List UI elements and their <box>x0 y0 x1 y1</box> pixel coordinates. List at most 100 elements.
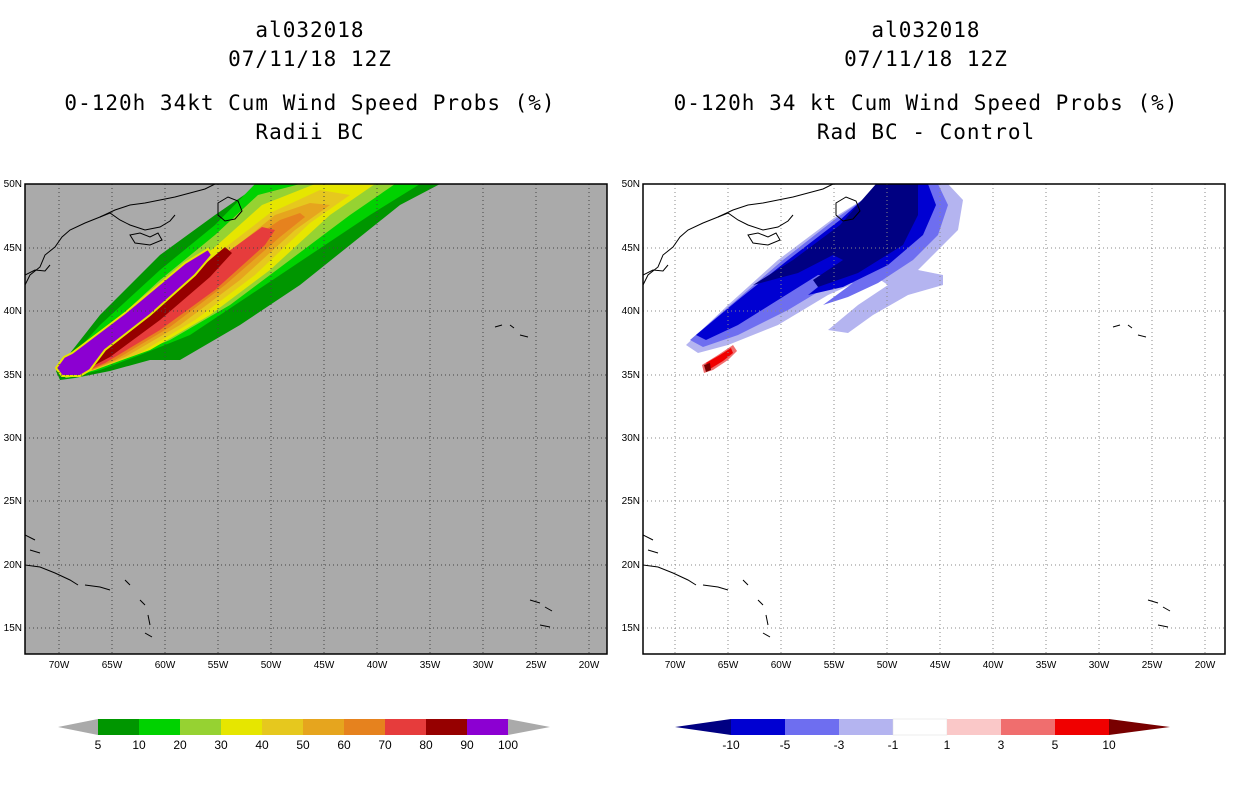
right-cb-swatch <box>731 719 785 735</box>
right-cb-swatch <box>892 718 948 736</box>
left-cb-swatch <box>180 719 221 735</box>
left-storm-id: al032018 <box>255 18 365 42</box>
left-cb-swatch <box>303 719 344 735</box>
left-lat-label: 15N <box>4 623 22 634</box>
left-map-frame <box>24 183 608 655</box>
left-cb-label: 50 <box>296 738 310 752</box>
right-map-frame <box>642 183 1226 655</box>
left-lon-labels: 70W 65W 60W 55W 50W 45W 40W 35W 30W 25W … <box>49 660 600 671</box>
right-date: 07/11/18 12Z <box>844 47 1008 71</box>
right-cb-label: 3 <box>998 738 1005 752</box>
right-cb-label: 10 <box>1102 738 1116 752</box>
left-cb-swatch <box>467 719 508 735</box>
right-cb-swatch <box>1055 719 1109 735</box>
left-lon-label: 25W <box>526 660 547 671</box>
left-cb-swatch <box>262 719 303 735</box>
right-ocean <box>643 184 1225 654</box>
left-lon-label: 50W <box>261 660 282 671</box>
right-cb-swatch <box>947 719 1001 735</box>
left-lat-label: 20N <box>4 560 22 571</box>
left-cb-label: 70 <box>378 738 392 752</box>
left-lat-label: 45N <box>4 243 22 254</box>
left-cb-label: 10 <box>132 738 146 752</box>
left-lon-label: 40W <box>367 660 388 671</box>
left-lat-label: 30N <box>4 433 22 444</box>
left-lon-label: 45W <box>314 660 335 671</box>
left-cb-swatch <box>221 719 262 735</box>
left-lat-label: 25N <box>4 496 22 507</box>
left-cb-label: 100 <box>498 738 518 752</box>
left-lon-label: 35W <box>420 660 441 671</box>
left-map: 50N 45N 40N 35N 30N 25N 20N 15N 70W 65W … <box>0 175 615 675</box>
left-cb-under-arrow <box>58 719 98 735</box>
left-lat-label: 40N <box>4 306 22 317</box>
left-cb-label: 5 <box>95 738 102 752</box>
left-lon-label: 60W <box>155 660 176 671</box>
left-cb-over-arrow <box>508 719 550 735</box>
left-title-block: al032018 07/11/18 12Z 0-120h 34kt Cum Wi… <box>40 16 580 147</box>
left-subtitle: Radii BC <box>255 120 365 144</box>
left-cb-label: 40 <box>255 738 269 752</box>
right-gridlines <box>643 184 1225 654</box>
right-cb-swatch <box>839 719 893 735</box>
right-coastlines <box>643 184 1171 638</box>
right-cb-label: -10 <box>722 738 740 752</box>
left-lon-label: 70W <box>49 660 70 671</box>
right-lon-label: 20W <box>1195 660 1216 671</box>
right-lon-label: 50W <box>877 660 898 671</box>
right-lat-label: 30N <box>622 433 640 444</box>
right-cb-label: -3 <box>834 738 845 752</box>
left-lat-label: 50N <box>4 179 22 190</box>
right-subtitle: Rad BC - Control <box>816 120 1036 144</box>
right-lat-label: 15N <box>622 623 640 634</box>
right-lon-label: 70W <box>665 660 686 671</box>
right-lat-label: 35N <box>622 370 640 381</box>
left-gridlines <box>25 184 607 654</box>
right-lon-labels: 70W 65W 60W 55W 50W 45W 40W 35W 30W 25W … <box>665 660 1216 671</box>
left-cb-label: 60 <box>337 738 351 752</box>
left-date: 07/11/18 12Z <box>228 47 392 71</box>
right-lon-label: 40W <box>983 660 1004 671</box>
left-lon-label: 65W <box>102 660 123 671</box>
left-lon-label: 20W <box>579 660 600 671</box>
right-lon-label: 45W <box>930 660 951 671</box>
right-title-block: al032018 07/11/18 12Z 0-120h 34 kt Cum W… <box>656 16 1196 147</box>
left-cb-swatch <box>344 719 385 735</box>
left-cb-label: 30 <box>214 738 228 752</box>
right-cb-label: 5 <box>1052 738 1059 752</box>
right-storm-id: al032018 <box>871 18 981 42</box>
diff-band-minus10 <box>753 184 918 287</box>
right-lon-label: 25W <box>1142 660 1163 671</box>
right-cb-label: -1 <box>888 738 899 752</box>
diff-band-plus10 <box>706 348 733 369</box>
left-cb-label: 80 <box>419 738 433 752</box>
left-product-title: 0-120h 34kt Cum Wind Speed Probs (%) <box>64 91 556 115</box>
diff-band-over <box>704 363 711 372</box>
right-lat-label: 20N <box>622 560 640 571</box>
right-map: 50N 45N 40N 35N 30N 25N 20N 15N 70W 65W … <box>618 175 1236 675</box>
right-product-title: 0-120h 34 kt Cum Wind Speed Probs (%) <box>673 91 1179 115</box>
right-lat-label: 50N <box>622 179 640 190</box>
right-lon-label: 30W <box>1089 660 1110 671</box>
left-lon-label: 55W <box>208 660 229 671</box>
right-lat-label: 40N <box>622 306 640 317</box>
left-cb-swatch <box>139 719 180 735</box>
right-lat-labels: 50N 45N 40N 35N 30N 25N 20N 15N <box>622 179 640 634</box>
right-colorbar: -10 -5 -3 -1 1 3 5 10 <box>670 712 1190 762</box>
left-cb-swatch <box>426 719 467 735</box>
left-cb-label: 90 <box>460 738 474 752</box>
left-coastlines <box>25 184 553 638</box>
right-cb-label: -5 <box>780 738 791 752</box>
right-cb-swatch <box>785 719 839 735</box>
left-lon-label: 30W <box>473 660 494 671</box>
right-cb-swatch <box>1001 719 1055 735</box>
left-cb-label: 20 <box>173 738 187 752</box>
left-cb-swatch <box>98 719 139 735</box>
right-cb-under-arrow <box>675 719 731 735</box>
left-lat-label: 35N <box>4 370 22 381</box>
right-lat-label: 25N <box>622 496 640 507</box>
right-lat-label: 45N <box>622 243 640 254</box>
right-cb-label: 1 <box>944 738 951 752</box>
right-lon-label: 55W <box>824 660 845 671</box>
right-lon-label: 65W <box>718 660 739 671</box>
